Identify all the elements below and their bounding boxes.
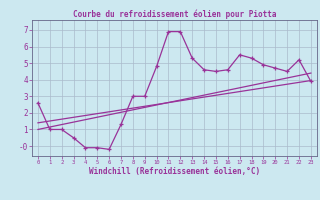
Title: Courbe du refroidissement éolien pour Piotta: Courbe du refroidissement éolien pour Pi… bbox=[73, 10, 276, 19]
X-axis label: Windchill (Refroidissement éolien,°C): Windchill (Refroidissement éolien,°C) bbox=[89, 167, 260, 176]
